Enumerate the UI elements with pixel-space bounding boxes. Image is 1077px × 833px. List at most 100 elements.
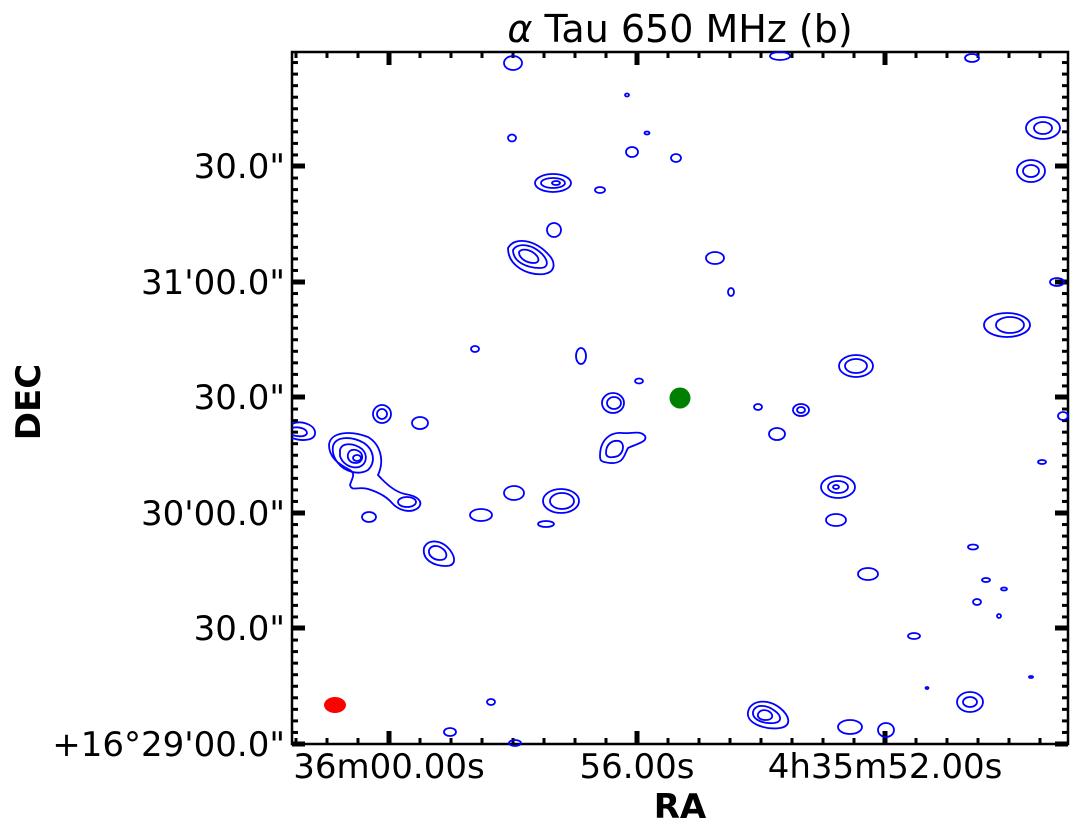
contour-source — [1022, 164, 1040, 178]
contour-source — [422, 540, 455, 567]
contour-source — [361, 511, 377, 523]
contour-source — [291, 421, 316, 441]
contour-source — [964, 53, 980, 63]
contour-source — [857, 567, 879, 581]
contour-source — [1028, 675, 1034, 679]
contour-source — [1049, 277, 1065, 287]
contour-source — [518, 248, 540, 264]
contour-source — [967, 543, 979, 551]
contour-source — [1033, 121, 1053, 135]
contour-source — [605, 439, 624, 459]
contour-source — [756, 709, 774, 721]
contour-source — [507, 133, 517, 143]
contour-source — [877, 722, 895, 738]
contour-source — [508, 739, 522, 747]
contour-source — [372, 404, 392, 424]
contour-source — [540, 177, 566, 189]
contour-source — [551, 180, 561, 186]
contour-source — [624, 92, 630, 98]
contour-source — [625, 146, 639, 158]
x-axis-label: RA — [654, 787, 707, 827]
contour-source — [727, 287, 735, 297]
contour-source — [1000, 586, 1008, 592]
contour-source — [486, 698, 496, 706]
contour-source — [328, 432, 422, 512]
contour-source — [907, 632, 921, 640]
contour-source — [1016, 159, 1046, 183]
contour-source — [825, 513, 847, 527]
contour-source — [411, 416, 429, 430]
contour-source — [752, 704, 782, 725]
contour-source — [606, 396, 622, 410]
contour-source — [512, 244, 548, 269]
x-tick-label: 4h35m52.00s — [768, 747, 1003, 787]
contour-source — [549, 492, 575, 510]
y-tick-label: 30.0" — [194, 609, 285, 649]
contour-source — [837, 719, 863, 735]
contour-source — [768, 427, 786, 441]
x-tick-label: 56.00s — [579, 747, 694, 787]
contour-source — [575, 347, 587, 365]
contour-source — [469, 508, 493, 522]
contour-source — [346, 448, 364, 464]
contour-source — [820, 475, 856, 499]
beam-ellipse — [324, 697, 346, 713]
contour-source — [503, 55, 523, 71]
contour-source — [827, 480, 849, 494]
contour-source — [747, 700, 790, 730]
contour-source — [443, 727, 457, 737]
contour-source — [634, 377, 644, 385]
contour-source — [601, 392, 625, 414]
y-tick-label: 31'00.0" — [141, 263, 285, 303]
radio-contours — [291, 51, 1069, 747]
y-tick-label: 30.0" — [194, 147, 285, 187]
contour-source — [397, 496, 417, 508]
contour-source — [291, 426, 308, 438]
y-tick-label: 30.0" — [194, 378, 285, 418]
contour-source — [995, 316, 1025, 334]
axis-ticks — [292, 52, 1068, 747]
contour-source — [838, 354, 874, 378]
contour-source — [1057, 411, 1069, 421]
contour-source — [1025, 116, 1061, 140]
contour-source — [331, 437, 374, 474]
contour-source — [844, 358, 868, 374]
y-tick-label: 30'00.0" — [141, 494, 285, 534]
contour-source — [546, 222, 562, 238]
contour-source — [534, 173, 572, 193]
contour-source — [792, 403, 810, 417]
contour-source — [996, 613, 1002, 619]
contour-source — [705, 251, 725, 265]
contour-source — [643, 130, 651, 136]
contour-source — [753, 403, 763, 411]
contour-source — [1037, 459, 1047, 465]
x-tick-label: 36m00.00s — [293, 747, 484, 787]
contour-source — [339, 443, 367, 469]
contour-source — [599, 431, 647, 464]
chart-title: α Tau 650 MHz (b) — [507, 7, 852, 51]
title-symbol: α — [507, 7, 532, 51]
y-tick-labels: +16°29'00.0" 30.0" 30'00.0" 30.0" 31'00.0" 30… — [52, 147, 285, 765]
contour-source — [670, 153, 682, 163]
contour-source — [796, 406, 806, 414]
contour-source — [537, 520, 555, 528]
contour-source — [981, 577, 991, 583]
contour-source — [428, 545, 448, 561]
contour-source — [503, 485, 525, 501]
contour-source — [924, 686, 930, 690]
title-text: Tau 650 MHz (b) — [532, 7, 852, 51]
contour-source — [956, 691, 984, 713]
contour-source — [769, 51, 791, 61]
x-tick-labels: 36m00.00s 56.00s 4h35m52.00s — [293, 747, 1002, 787]
contour-source — [352, 454, 362, 462]
contour-source — [962, 696, 978, 708]
contour-source — [470, 345, 480, 353]
contour-source — [983, 312, 1031, 338]
y-tick-label: +16°29'00.0" — [52, 725, 285, 765]
y-axis-label: DEC — [9, 364, 49, 440]
star-position-marker — [669, 387, 691, 409]
contour-source — [594, 186, 606, 194]
contour-source — [542, 488, 580, 514]
contour-source — [376, 408, 388, 420]
